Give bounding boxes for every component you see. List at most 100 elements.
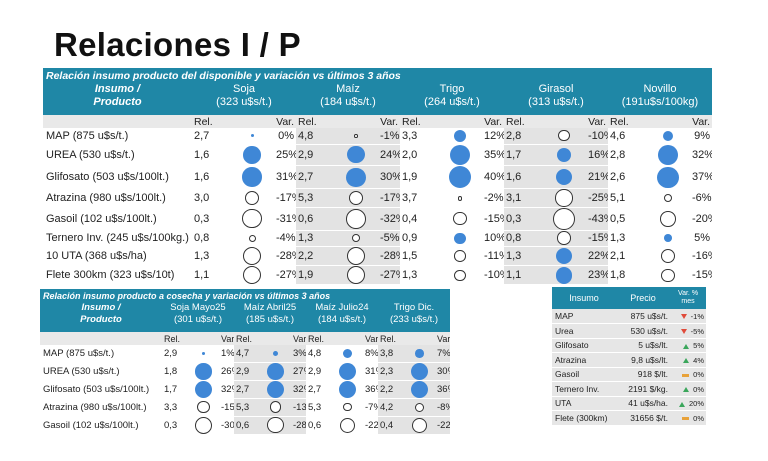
product-price: (185 u$s/t.) [245,314,295,325]
rel-value: 1,8 [162,362,186,381]
input-price: 875 u$s/t. [616,309,670,324]
increase-bubble [453,129,467,142]
bubble-subheader [258,332,293,345]
rel-value: 1,7 [162,380,186,399]
var-value: 16% [588,144,608,167]
var-value: 32% [221,380,234,399]
increase-bubble [411,363,428,380]
bubble-cell [186,380,221,399]
increase-bubble [339,381,356,398]
rel-subheader: Rel. [400,115,436,128]
decrease-bubble [414,402,425,412]
increase-bubble [411,381,428,398]
product-name: Maíz Julio24 [315,302,369,313]
increase-bubble [339,363,356,380]
var-value: -15% [484,207,504,231]
trend-up-icon [678,401,685,407]
subheader-row: Rel. Var. Rel. Var. Rel. Var. Rel. Var. Rel. Var. [43,115,712,128]
rel-value: 4,8 [296,128,332,145]
rel-value: 2,3 [378,362,402,381]
decrease-bubble [244,190,260,206]
var-value: -16% [692,246,712,267]
page-title: Relaciones I / P [54,26,301,63]
bubble-subheader [332,115,380,128]
rel-value: 2,7 [192,128,228,145]
bubble-cell [540,144,588,167]
rel-value: 2,6 [608,165,644,190]
bubble-subheader [436,115,484,128]
product-name: Trigo [439,83,465,95]
decrease-bubble [557,231,571,245]
decrease-bubble [248,234,256,242]
var-subheader: Var. [276,115,296,128]
bubble-cell [402,380,437,399]
rel-value: 2,2 [296,246,332,267]
product-header-row: Insumo / Producto Soja (323 u$s/t.) Maíz (184… [43,83,712,115]
increase-bubble [250,134,254,138]
trend-up-icon [683,358,690,363]
rel-subheader: Rel. [296,115,332,128]
var-value: -1% [380,128,400,145]
spot-relations-table: Relación insumo producto del disponible … [43,68,712,286]
var-value: 26% [221,362,234,381]
bubble-cell [332,144,380,167]
bubble-cell [436,246,484,267]
bubble-cell [258,398,293,417]
price-row: Ternero Inv. 2191 $/kg. 0% [552,381,706,397]
input-price: 530 u$s/t. [616,323,670,339]
product-header: Maíz (184 u$s/t.) [296,83,400,115]
rel-value: 2,7 [234,380,258,399]
monthly-change-value: 0% [693,384,704,394]
product-name: Girasol [538,83,574,95]
rel-value: 2,1 [608,246,644,267]
var-value: -31% [276,207,296,231]
var-value: 37% [692,165,712,190]
trend-up-icon [683,343,690,349]
decrease-bubble [661,248,675,263]
price-row: MAP 875 u$s/t. -1% [552,309,706,324]
rel-value: 5,3 [234,398,258,417]
increase-bubble [555,169,573,186]
rel-value: 0,6 [306,416,330,435]
var-subheader: Var. [380,115,400,128]
decrease-bubble [346,266,366,284]
rel-value: 3,1 [504,188,540,208]
decrease-bubble [661,268,675,283]
decrease-bubble [553,207,575,230]
product-name: Maíz Abril25 [243,302,297,313]
var-value: -4% [276,230,296,247]
input-price: 2191 $/kg. [616,381,670,397]
rel-value: 2,9 [234,362,258,381]
rel-value: 1,5 [400,246,436,267]
increase-bubble [415,349,424,358]
var-value: -8% [437,398,451,417]
table-row: 10 UTA (368 u$s/ha)1,3-28%2,2-28%1,5-11%… [43,246,712,267]
product-name: Soja Mayo25 [170,302,226,313]
monthly-change-value: 4% [693,355,704,365]
bubble-cell [644,188,692,208]
increase-bubble [658,144,678,165]
bubble-cell [330,398,365,417]
bubble-cell [436,207,484,231]
table-caption-row: Relación insumo producto a cosecha y var… [40,289,451,302]
decrease-bubble [663,193,673,203]
row-label: Ternero Inv. (245 u$s/100kg.) [43,230,192,247]
increase-bubble [449,166,471,188]
var-value: -5% [380,230,400,247]
decrease-bubble [267,416,284,433]
rel-value: 4,6 [608,128,644,145]
product-price: (184 u$s/t.) [320,96,376,108]
price-row: Atrazina 9,8 u$s/lt. 4% [552,352,706,368]
input-price: 5 u$s/lt. [616,338,670,353]
decrease-bubble [343,403,352,412]
input-prices-table: Insumo Precio Var. % mes MAP 875 u$s/t. -1% Ure… [552,287,706,426]
table-row: Gasoil (102 u$s/100lt.)0,3-30%0,6-28%0,6… [40,416,451,435]
rel-value: 5,3 [306,398,330,417]
trend-down-icon [680,329,687,334]
var-value: -22% [437,416,451,435]
input-name: Glifosato [552,338,616,353]
var-value: -17% [276,188,296,208]
bubble-subheader [186,332,221,345]
var-value: 3% [293,345,306,363]
var-value: -6% [692,188,712,208]
